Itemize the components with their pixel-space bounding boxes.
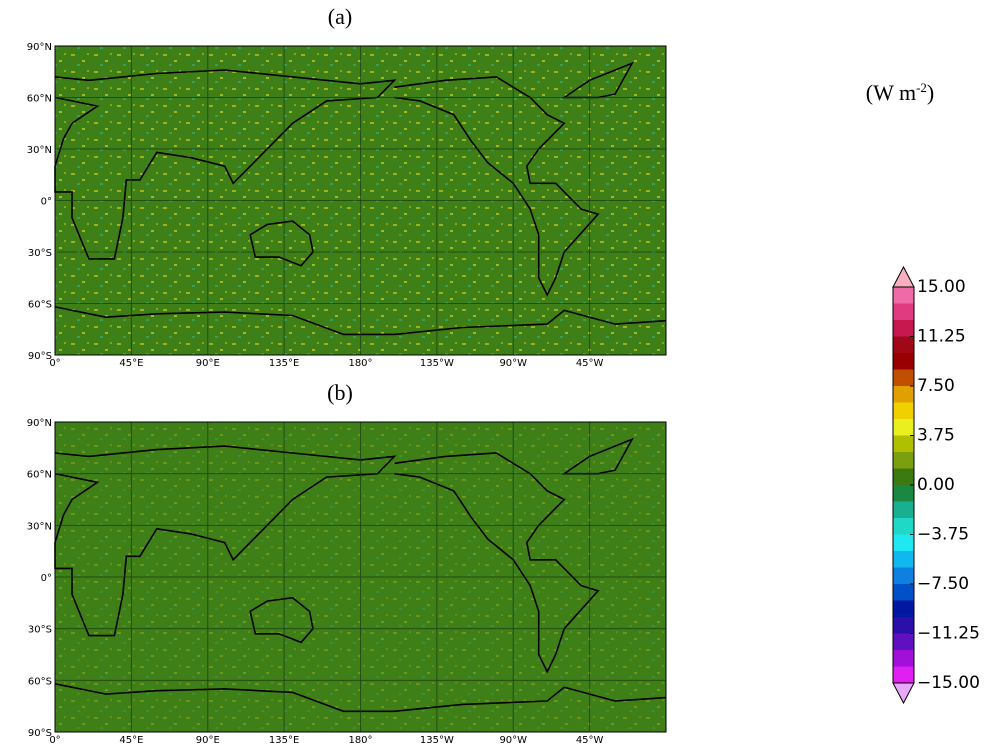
map-frame	[54, 45, 667, 356]
colorbar-tick-label: −11.25	[917, 624, 980, 644]
colorbar-segment	[893, 633, 914, 651]
lat-tick-label: 60°S	[28, 300, 52, 311]
colorbar-tick-label: 0.00	[917, 475, 955, 495]
lat-tick-label: 30°N	[27, 521, 52, 532]
lat-tick-label: 0°	[41, 573, 52, 584]
lon-tick-label: 180°	[348, 735, 372, 746]
colorbar-unit: (W m-2)	[866, 80, 934, 105]
coastline	[54, 445, 397, 637]
colorbar-segment	[893, 600, 914, 618]
coastline	[54, 69, 397, 260]
coastline	[54, 683, 667, 713]
coastline	[394, 452, 600, 674]
colorbar-segment	[893, 666, 914, 684]
lon-tick-label: 135°E	[269, 358, 299, 369]
colorbar-segment	[893, 435, 914, 453]
panel-label: (a)	[328, 4, 352, 29]
lon-tick-label: 45°W	[576, 735, 604, 746]
colorbar-tick-label: 15.00	[917, 277, 966, 297]
map-frame	[54, 421, 667, 733]
lon-tick-label: 90°E	[196, 358, 220, 369]
colorbar-segment	[893, 386, 914, 403]
lon-tick-label: 90°W	[499, 735, 527, 746]
coastline	[54, 306, 667, 336]
lat-tick-label: 90°N	[27, 418, 52, 429]
lon-tick-label: 45°W	[576, 358, 604, 369]
colorbar-segment	[893, 468, 914, 486]
lon-tick-label: 45°E	[119, 358, 143, 369]
coastline	[394, 76, 600, 297]
lat-tick-label: 90°N	[27, 42, 52, 53]
colorbar-segment	[893, 650, 914, 667]
lon-tick-label: 45°E	[119, 735, 143, 746]
lat-tick-label: 30°S	[28, 248, 52, 259]
colorbar-tick-label: −7.50	[917, 574, 969, 594]
colorbar-segment	[893, 336, 914, 354]
colorbar-segment	[893, 303, 914, 321]
colorbar-over	[892, 265, 915, 288]
lat-tick-label: 60°S	[28, 676, 52, 687]
colorbar-segment	[893, 518, 914, 535]
lat-tick-label: 0°	[41, 197, 52, 208]
lon-tick-label: 90°E	[196, 735, 220, 746]
lon-tick-label: 135°W	[420, 358, 454, 369]
colorbar-tick-label: 3.75	[917, 426, 955, 446]
lon-tick-label: 135°W	[420, 735, 454, 746]
lon-tick-label: 0°	[49, 735, 60, 746]
colorbar-segment	[893, 584, 914, 601]
colorbar-segment	[893, 419, 914, 436]
lat-tick-label: 90°S	[28, 728, 52, 739]
colorbar-tick-label: 11.25	[917, 327, 966, 347]
lon-tick-label: 180°	[348, 358, 372, 369]
colorbar-segment	[893, 485, 914, 502]
lat-tick-label: 30°S	[28, 625, 52, 636]
lat-tick-label: 30°N	[27, 145, 52, 156]
lat-tick-label: 60°N	[27, 470, 52, 481]
colorbar-tick-label: −15.00	[917, 673, 980, 693]
colorbar-segment	[893, 287, 914, 304]
lon-tick-label: 90°W	[499, 358, 527, 369]
colorbar-segment	[893, 402, 914, 420]
colorbar-segment	[893, 617, 914, 634]
lon-tick-label: 0°	[49, 358, 60, 369]
colorbar-segment	[893, 369, 914, 387]
colorbar-tick-label: −3.75	[917, 525, 969, 545]
colorbar-segment	[893, 551, 914, 568]
colorbar-segment	[893, 320, 914, 337]
coastlines	[54, 61, 667, 336]
lat-tick-label: 60°N	[27, 94, 52, 105]
colorbar-segment	[893, 534, 914, 552]
colorbar-segment	[893, 567, 914, 585]
colorbar-under	[892, 682, 915, 705]
colorbar-segment	[893, 501, 914, 519]
lat-tick-label: 90°S	[28, 351, 52, 362]
colorbar-segment	[893, 353, 914, 370]
lon-tick-label: 135°E	[269, 735, 299, 746]
panel-label: (b)	[327, 380, 353, 405]
colorbar-tick-label: 7.50	[917, 376, 955, 396]
colorbar-segment	[893, 452, 914, 469]
